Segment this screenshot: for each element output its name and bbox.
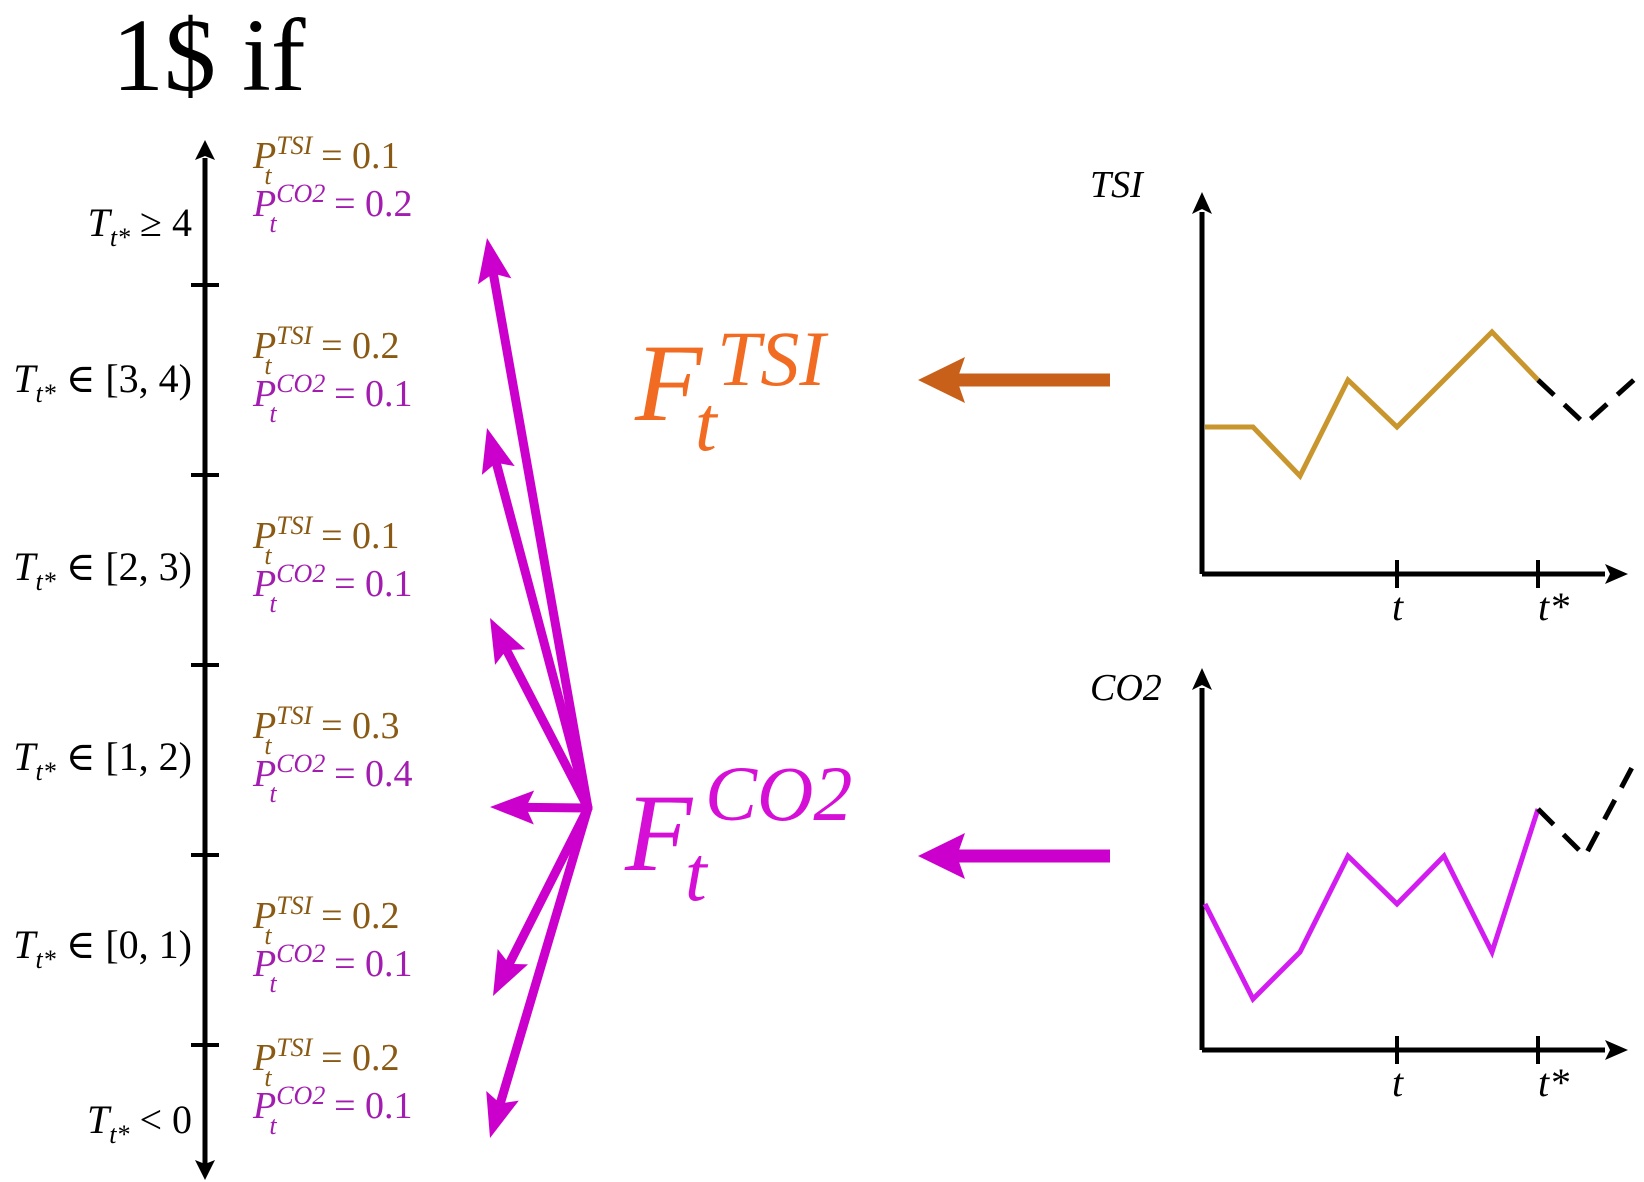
prob-tsi-label: PTSI t = 0.2 xyxy=(252,891,400,950)
forecast-co2-subscript: t xyxy=(685,830,709,917)
tsi-ylabel: TSI xyxy=(1090,164,1145,206)
forecast-tsi-subscript: t xyxy=(695,380,719,467)
prob-co2-label: PCO2 t = 0.4 xyxy=(252,749,413,808)
fan-arrow-shaft xyxy=(489,270,593,813)
prob-co2-label: PCO2 t = 0.1 xyxy=(252,1081,413,1140)
bin-label: Tt* ≥ 4 xyxy=(88,200,192,252)
forecast-co2-F: F xyxy=(624,772,694,894)
prob-co2-label: PCO2 t = 0.1 xyxy=(252,369,413,428)
co2-tick-tstar-label: t* xyxy=(1538,1060,1569,1105)
forecast-tsi-F: F xyxy=(634,322,704,444)
fan-arrow-head-icon xyxy=(481,428,515,475)
tsi-series-observed xyxy=(1205,328,1540,481)
fan-arrow-shaft xyxy=(502,647,593,813)
forecast-co2-symbol: F t CO2 xyxy=(624,750,852,917)
co2-x-arrow-icon xyxy=(1605,1040,1628,1060)
bin-label: Tt* ∈ [0, 1) xyxy=(13,922,192,974)
prob-tsi-label: PTSI t = 0.1 xyxy=(252,511,400,570)
bin-labels: Tt* ≥ 4 Tt* ∈ [3, 4) Tt* ∈ [2, 3) Tt* ∈ [1,… xyxy=(13,200,192,1149)
fan-arrow-shaft xyxy=(523,802,593,813)
prob-tsi-label: PTSI t = 0.3 xyxy=(252,701,400,760)
co2-plot: CO2 t t* xyxy=(1090,667,1639,1105)
forecast-tsi-superscript: TSI xyxy=(717,315,829,402)
co2-ylabel: CO2 xyxy=(1090,667,1162,709)
fan-arrow-shaft xyxy=(496,803,593,1107)
prob-tsi-label: PTSI t = 0.2 xyxy=(252,1033,400,1092)
fan-arrow-head-icon xyxy=(486,1090,519,1138)
co2-y-arrow-icon xyxy=(1192,668,1212,690)
axis-up-arrow-icon xyxy=(195,140,215,160)
prob-co2-label: PCO2 t = 0.2 xyxy=(252,179,413,238)
co2-input-arrow xyxy=(918,833,1110,879)
tsi-tick-tstar-label: t* xyxy=(1538,584,1569,629)
axis-down-arrow-icon xyxy=(195,1160,215,1180)
co2-tick-t-label: t xyxy=(1392,1060,1404,1105)
fan-arrow-head-icon xyxy=(490,618,526,665)
tsi-tick-t-label: t xyxy=(1392,584,1404,629)
prob-co2-label: PCO2 t = 0.1 xyxy=(252,559,413,618)
prob-tsi-label: PTSI t = 0.1 xyxy=(252,131,400,190)
forecast-fan-arrows xyxy=(477,238,593,1138)
prob-co2-label: PCO2 t = 0.1 xyxy=(252,939,413,998)
bin-label: Tt* ∈ [1, 2) xyxy=(13,734,192,786)
tsi-plot: TSI t t* xyxy=(1090,164,1638,629)
fan-arrow-shaft xyxy=(492,460,593,813)
tsi-x-arrow-icon xyxy=(1605,564,1628,584)
prob-tsi-label: PTSI t = 0.2 xyxy=(252,321,400,380)
co2-series-future xyxy=(1536,758,1639,861)
bin-label: Tt* ∈ [2, 3) xyxy=(13,544,192,596)
co2-series-observed xyxy=(1202,808,1541,1004)
fan-arrow-head-icon xyxy=(493,949,529,996)
tsi-series-future xyxy=(1536,376,1638,428)
fan-arrow-head-icon xyxy=(490,790,535,825)
title: 1$ if xyxy=(112,0,306,113)
forecast-co2-superscript: CO2 xyxy=(705,750,852,837)
tsi-input-arrow xyxy=(918,357,1110,403)
bin-label: Tt* < 0 xyxy=(87,1097,192,1149)
fan-arrow-shaft xyxy=(505,803,593,967)
forecast-tsi-symbol: F t TSI xyxy=(634,315,829,467)
temperature-axis xyxy=(191,140,219,1180)
tsi-y-arrow-icon xyxy=(1192,192,1212,214)
bin-label: Tt* ∈ [3, 4) xyxy=(13,356,192,408)
fan-arrow-head-icon xyxy=(477,238,512,285)
